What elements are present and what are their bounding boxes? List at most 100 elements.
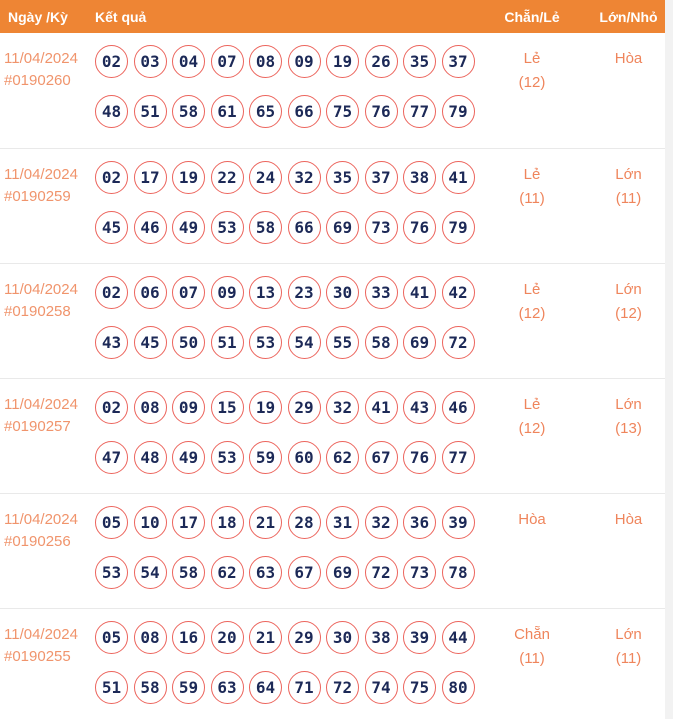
number-ball: 53 — [249, 326, 282, 359]
number-ball: 38 — [364, 621, 398, 654]
numbers-line-2: 43 45 50 51 53 54 55 58 69 72 — [95, 326, 475, 359]
parity-label: Hòa — [518, 511, 546, 528]
number-ball: 67 — [287, 556, 321, 589]
numbers-line-1: 05 10 17 18 21 28 31 32 36 39 — [95, 506, 475, 539]
number-ball: 75 — [403, 671, 436, 704]
size-label: Hòa — [614, 50, 643, 67]
size-count: (12) — [615, 305, 642, 322]
number-ball: 28 — [287, 506, 321, 539]
draw-id: #0190257 — [4, 418, 71, 435]
number-ball: 73 — [403, 556, 436, 589]
numbers-line-1: 02 03 04 07 08 09 19 26 35 37 — [95, 45, 475, 78]
number-ball: 54 — [133, 556, 167, 589]
number-ball: 41 — [441, 161, 475, 194]
draw-date-cell: 11/04/2024 #0190259 — [0, 161, 92, 263]
number-ball: 66 — [287, 211, 321, 244]
size-count: (13) — [615, 420, 642, 437]
number-ball: 69 — [403, 326, 436, 359]
draw-numbers-cell: 05 08 16 20 21 29 30 38 39 44 51 58 59 63 64 71 72 74 75 80 — [92, 621, 475, 719]
number-ball: 48 — [95, 95, 128, 128]
number-ball: 46 — [133, 211, 167, 244]
parity-result-cell: Hòa — [472, 506, 592, 608]
number-ball: 30 — [326, 276, 359, 309]
number-ball: 09 — [210, 276, 244, 309]
number-ball: 60 — [287, 441, 321, 474]
draw-date: 11/04/2024 — [4, 281, 78, 298]
number-ball: 03 — [133, 45, 167, 78]
parity-result-cell: Chẵn (11) — [472, 621, 592, 719]
parity-label: Chẵn — [514, 626, 550, 643]
number-ball: 20 — [210, 621, 244, 654]
number-ball: 32 — [326, 391, 359, 424]
number-ball: 43 — [403, 391, 436, 424]
number-ball: 06 — [133, 276, 167, 309]
number-ball: 17 — [172, 506, 205, 539]
number-ball: 19 — [326, 45, 359, 78]
parity-count: (12) — [518, 74, 546, 91]
number-ball: 53 — [210, 441, 244, 474]
draw-id: #0190260 — [4, 72, 71, 89]
number-ball: 21 — [249, 621, 282, 654]
numbers-line-1: 02 17 19 22 24 32 35 37 38 41 — [95, 161, 475, 194]
draw-date: 11/04/2024 — [4, 626, 78, 643]
number-ball: 65 — [249, 95, 282, 128]
numbers-line-2: 45 46 49 53 58 66 69 73 76 79 — [95, 211, 475, 244]
table-row: 11/04/2024 #0190258 02 06 07 09 13 23 30 33 41 42 43… — [0, 263, 665, 378]
number-ball: 58 — [249, 211, 282, 244]
size-count: (11) — [615, 190, 642, 207]
number-ball: 51 — [95, 671, 128, 704]
parity-label: Lẻ — [523, 50, 541, 67]
parity-label: Lẻ — [523, 396, 541, 413]
table-header: Ngày /Kỳ Kết quả Chẵn/Lẻ Lớn/Nhỏ — [0, 0, 665, 33]
number-ball: 76 — [403, 441, 436, 474]
number-ball: 02 — [95, 45, 128, 78]
number-ball: 51 — [210, 326, 244, 359]
numbers-line-2: 51 58 59 63 64 71 72 74 75 80 — [95, 671, 475, 704]
parity-label: Lẻ — [523, 281, 541, 298]
number-ball: 76 — [403, 211, 436, 244]
number-ball: 29 — [287, 391, 321, 424]
number-ball: 37 — [441, 45, 475, 78]
parity-count: (11) — [519, 650, 545, 667]
number-ball: 55 — [326, 326, 359, 359]
table-row: 11/04/2024 #0190256 05 10 17 18 21 28 31 32 36 39 53… — [0, 493, 665, 608]
number-ball: 48 — [133, 441, 167, 474]
draw-date-cell: 11/04/2024 #0190256 — [0, 506, 92, 608]
number-ball: 02 — [95, 276, 128, 309]
number-ball: 79 — [441, 211, 475, 244]
number-ball: 07 — [210, 45, 244, 78]
size-result-cell: Lớn (12) — [592, 276, 665, 378]
number-ball: 64 — [249, 671, 282, 704]
size-label: Lớn — [615, 166, 642, 183]
draw-numbers-cell: 02 17 19 22 24 32 35 37 38 41 45 46 49 53 58 66 69 73 76 79 — [92, 161, 475, 263]
number-ball: 74 — [364, 671, 398, 704]
parity-result-cell: Lẻ (11) — [472, 161, 592, 263]
number-ball: 29 — [287, 621, 321, 654]
number-ball: 19 — [172, 161, 205, 194]
number-ball: 67 — [364, 441, 398, 474]
number-ball: 69 — [326, 556, 359, 589]
draw-id: #0190255 — [4, 648, 71, 665]
number-ball: 02 — [95, 391, 128, 424]
number-ball: 18 — [210, 506, 244, 539]
numbers-line-1: 02 06 07 09 13 23 30 33 41 42 — [95, 276, 475, 309]
number-ball: 05 — [95, 506, 128, 539]
numbers-line-2: 48 51 58 61 65 66 75 76 77 79 — [95, 95, 475, 128]
number-ball: 58 — [172, 95, 205, 128]
number-ball: 77 — [441, 441, 475, 474]
draw-date-cell: 11/04/2024 #0190260 — [0, 45, 92, 148]
number-ball: 35 — [403, 45, 436, 78]
number-ball: 39 — [441, 506, 475, 539]
number-ball: 50 — [172, 326, 205, 359]
table-row: 11/04/2024 #0190259 02 17 19 22 24 32 35 37 38 41 45… — [0, 148, 665, 263]
parity-count: (12) — [518, 420, 546, 437]
number-ball: 15 — [210, 391, 244, 424]
draw-date: 11/04/2024 — [4, 511, 78, 528]
number-ball: 22 — [210, 161, 244, 194]
size-label: Lớn — [615, 396, 642, 413]
number-ball: 58 — [172, 556, 205, 589]
number-ball: 73 — [364, 211, 398, 244]
size-result-cell: Lớn (11) — [592, 621, 665, 719]
number-ball: 63 — [249, 556, 282, 589]
number-ball: 17 — [133, 161, 167, 194]
